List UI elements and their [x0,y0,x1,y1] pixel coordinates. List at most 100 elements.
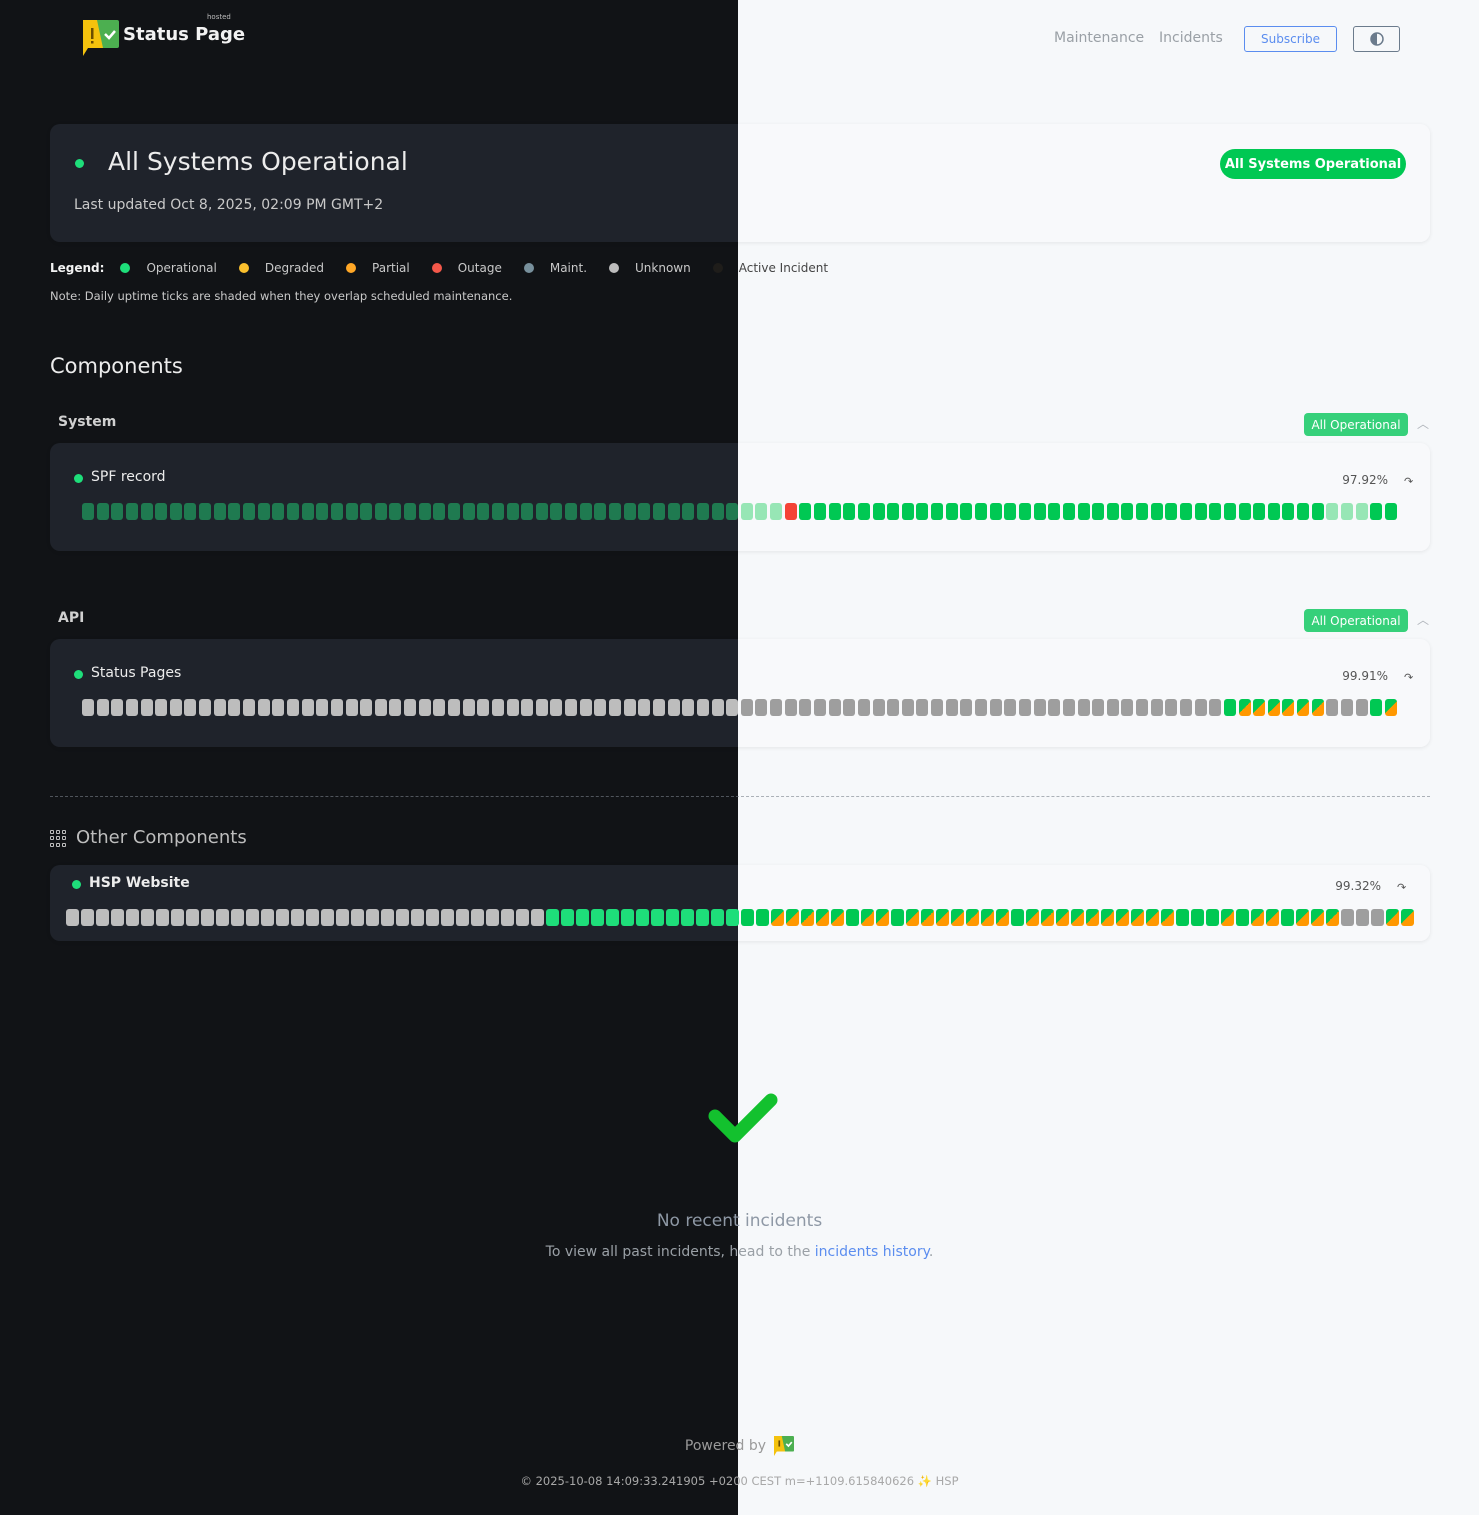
uptime-tick-op[interactable] [1209,503,1222,520]
uptime-tick-op[interactable] [360,503,373,520]
uptime-tick-unk[interactable] [257,699,270,716]
uptime-tick-unk[interactable] [565,699,578,716]
uptime-tick-part[interactable] [861,909,874,926]
uptime-tick-op[interactable] [667,503,680,520]
uptime-tick-op[interactable] [828,503,841,520]
uptime-tick-unk[interactable] [711,699,724,716]
uptime-tick-unk[interactable] [404,699,417,716]
uptime-tick-unk[interactable] [330,699,343,716]
uptime-tick-unk[interactable] [989,699,1002,716]
uptime-tick-unk[interactable] [272,699,285,716]
uptime-tick-unk[interactable] [140,699,153,716]
uptime-tick-op[interactable] [1267,503,1280,520]
uptime-tick-unk[interactable] [381,909,394,926]
nav-incidents[interactable]: Incidents [1159,30,1223,46]
uptime-tick-op[interactable] [960,503,973,520]
uptime-tick-unk[interactable] [301,699,314,716]
uptime-tick-part[interactable] [1384,699,1397,716]
logo-icon[interactable] [774,1436,795,1456]
uptime-tick-op[interactable] [535,503,548,520]
uptime-tick-part[interactable] [1251,909,1264,926]
uptime-tick-unk[interactable] [486,909,499,926]
uptime-tick-unk[interactable] [506,699,519,716]
uptime-tick-op[interactable] [506,503,519,520]
uptime-tick-op[interactable] [594,503,607,520]
uptime-tick-op[interactable] [111,503,124,520]
uptime-tick-op[interactable] [901,503,914,520]
uptime-tick-unk[interactable] [366,909,379,926]
uptime-tick-part[interactable] [1238,699,1251,716]
uptime-tick-unk[interactable] [471,909,484,926]
uptime-tick-unk[interactable] [228,699,241,716]
uptime-tick-op[interactable] [696,909,709,926]
uptime-tick-op[interactable] [1206,909,1219,926]
uptime-tick-unk[interactable] [111,909,124,926]
uptime-tick-unk[interactable] [916,699,929,716]
group-name[interactable]: System [58,414,117,430]
uptime-tick-unk[interactable] [66,909,79,926]
uptime-tick-op[interactable] [872,503,885,520]
uptime-tick-unk[interactable] [96,699,109,716]
uptime-tick-op[interactable] [96,503,109,520]
uptime-tick-unk[interactable] [682,699,695,716]
uptime-tick-unk[interactable] [1341,699,1354,716]
uptime-tick-unk[interactable] [351,909,364,926]
uptime-tick-unk[interactable] [843,699,856,716]
uptime-tick-part[interactable] [816,909,829,926]
uptime-tick-unk[interactable] [945,699,958,716]
uptime-tick-part[interactable] [1146,909,1159,926]
refresh-icon[interactable]: ↷ [1404,475,1414,488]
uptime-tick-op[interactable] [345,503,358,520]
uptime-tick-op[interactable] [945,503,958,520]
uptime-tick-op[interactable] [1223,699,1236,716]
uptime-tick-unk[interactable] [975,699,988,716]
uptime-tick-part[interactable] [771,909,784,926]
uptime-tick-op[interactable] [169,503,182,520]
uptime-tick-unk[interactable] [609,699,622,716]
uptime-tick-out[interactable] [784,503,797,520]
uptime-tick-unk[interactable] [799,699,812,716]
uptime-tick-unk[interactable] [448,699,460,716]
uptime-tick-unk[interactable] [696,699,709,716]
uptime-tick-part[interactable] [981,909,994,926]
uptime-tick-part[interactable] [936,909,949,926]
uptime-tick-part[interactable] [966,909,979,926]
uptime-tick-part[interactable] [1267,699,1280,716]
uptime-tick-unk[interactable] [306,909,319,926]
uptime-tick-op[interactable] [609,503,622,520]
uptime-tick-unk[interactable] [1077,699,1090,716]
uptime-tick-unk[interactable] [623,699,636,716]
uptime-tick-unk[interactable] [155,699,168,716]
uptime-tick-op[interactable] [756,909,769,926]
uptime-tick-op[interactable] [606,909,619,926]
uptime-tick-op[interactable] [1106,503,1119,520]
uptime-tick-unk[interactable] [1033,699,1046,716]
uptime-tick-unk[interactable] [276,909,289,926]
uptime-tick-op[interactable] [846,909,859,926]
uptime-tick-part[interactable] [1086,909,1099,926]
uptime-tick-op[interactable] [491,503,504,520]
uptime-tick-op[interactable] [579,503,592,520]
uptime-tick-op[interactable] [636,909,649,926]
uptime-tick-unk[interactable] [126,909,139,926]
uptime-tick-op[interactable] [389,503,402,520]
uptime-tick-unk[interactable] [1209,699,1222,716]
uptime-tick-unk[interactable] [426,909,439,926]
uptime-tick-op[interactable] [184,503,197,520]
uptime-tick-op[interactable] [1077,503,1090,520]
uptime-tick-part[interactable] [1326,909,1339,926]
uptime-tick-op[interactable] [681,909,694,926]
uptime-tick-op[interactable] [228,503,241,520]
uptime-tick-op[interactable] [591,909,604,926]
uptime-tick-op[interactable] [257,503,270,520]
uptime-tick-unk[interactable] [638,699,651,716]
uptime-tick-op[interactable] [1121,503,1134,520]
uptime-tick-part[interactable] [1386,909,1399,926]
uptime-tick-part[interactable] [1041,909,1054,926]
uptime-tick-unk[interactable] [156,909,169,926]
uptime-tick-unk[interactable] [1106,699,1119,716]
nav-maintenance[interactable]: Maintenance [1054,30,1145,46]
uptime-tick-unk[interactable] [243,699,256,716]
uptime-tick-unk[interactable] [740,699,753,716]
uptime-tick-op[interactable] [1297,503,1310,520]
